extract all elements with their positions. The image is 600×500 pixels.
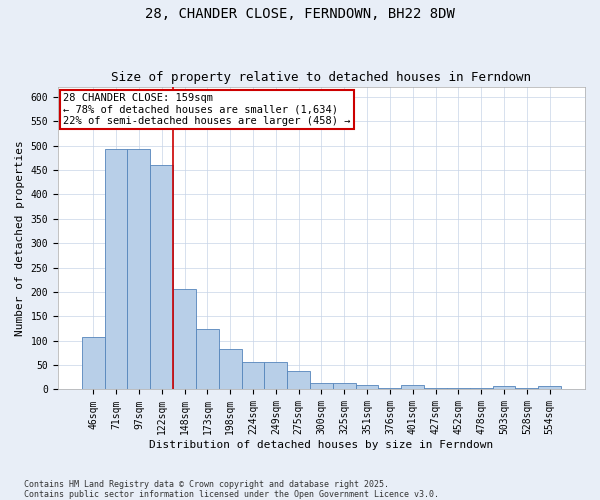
Title: Size of property relative to detached houses in Ferndown: Size of property relative to detached ho…	[112, 72, 532, 85]
Bar	[127, 149, 151, 390]
X-axis label: Distribution of detached houses by size in Ferndown: Distribution of detached houses by size …	[149, 440, 494, 450]
Bar	[151, 165, 173, 390]
Bar	[173, 288, 196, 390]
Bar	[515, 388, 538, 390]
Bar	[242, 362, 265, 390]
Bar	[447, 388, 470, 390]
Y-axis label: Number of detached properties: Number of detached properties	[15, 140, 25, 336]
Text: 28, CHANDER CLOSE, FERNDOWN, BH22 8DW: 28, CHANDER CLOSE, FERNDOWN, BH22 8DW	[145, 8, 455, 22]
Bar	[379, 388, 401, 390]
Bar	[82, 338, 104, 390]
Bar	[424, 388, 447, 390]
Bar	[493, 386, 515, 390]
Bar	[219, 350, 242, 390]
Bar	[333, 382, 356, 390]
Text: 28 CHANDER CLOSE: 159sqm
← 78% of detached houses are smaller (1,634)
22% of sem: 28 CHANDER CLOSE: 159sqm ← 78% of detach…	[63, 93, 350, 126]
Bar	[401, 384, 424, 390]
Bar	[104, 149, 127, 390]
Bar	[356, 384, 379, 390]
Bar	[470, 388, 493, 390]
Bar	[265, 362, 287, 390]
Bar	[196, 329, 219, 390]
Bar	[310, 382, 333, 390]
Bar	[287, 371, 310, 390]
Bar	[538, 386, 561, 390]
Text: Contains HM Land Registry data © Crown copyright and database right 2025.
Contai: Contains HM Land Registry data © Crown c…	[24, 480, 439, 499]
